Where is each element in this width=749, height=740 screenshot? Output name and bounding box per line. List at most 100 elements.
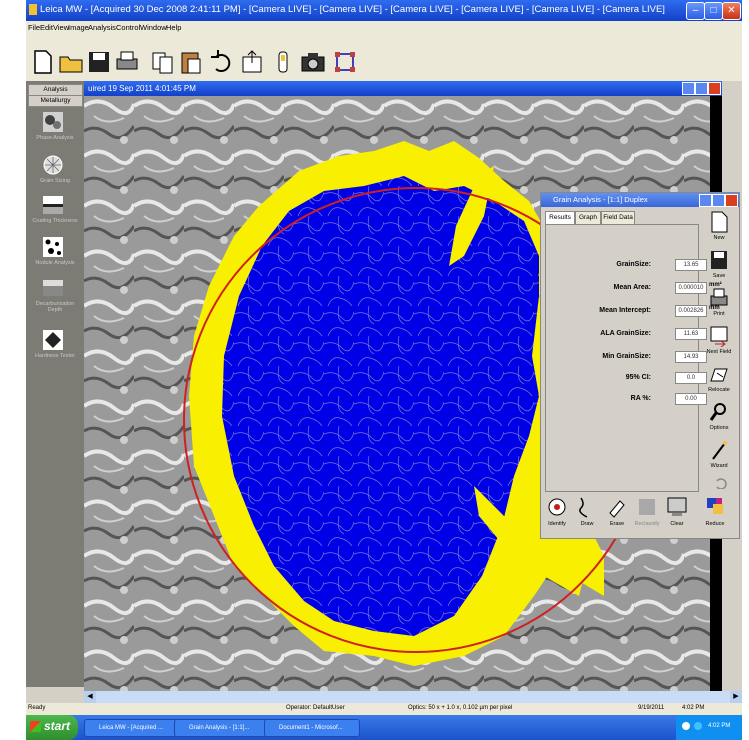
sidebar-item-decarburisation[interactable]: Decarburisation Depth: [35, 301, 75, 313]
menu-edit[interactable]: Edit: [40, 23, 53, 32]
taskbar-item-grain-analysis[interactable]: Grain Analysis - [1:1]...: [174, 719, 270, 737]
sidebar: Analysis Metallurgy Phase Analysis Grain…: [26, 81, 84, 687]
grain-panel-close-button[interactable]: [725, 194, 738, 207]
clear-button[interactable]: Clear: [663, 495, 691, 533]
image-close-button[interactable]: [708, 82, 721, 95]
paste-icon[interactable]: [178, 49, 204, 75]
new-button-label: New: [713, 235, 725, 241]
menu-bar: File Edit View Image Analysis Control Wi…: [26, 21, 742, 35]
status-operator: Operator: DefaultUser: [286, 705, 345, 711]
open-icon[interactable]: [58, 49, 84, 75]
status-time: 4:02 PM: [682, 705, 705, 711]
erase-button[interactable]: Erase: [603, 495, 631, 533]
phase-analysis-icon[interactable]: [42, 111, 64, 133]
ra-value: 0.00: [675, 393, 707, 405]
image-window-title-bar[interactable]: uired 19 Sep 2011 4:01:45 PM: [84, 81, 722, 96]
options-button[interactable]: Options: [703, 401, 735, 437]
reduce-button[interactable]: Reduce: [701, 495, 729, 533]
save-icon[interactable]: [86, 49, 112, 75]
identify-button-label: Identify: [548, 521, 566, 527]
menu-image[interactable]: Image: [68, 23, 89, 32]
sidebar-item-hardness-tester[interactable]: Hardness Tester: [35, 353, 75, 359]
status-bar: Ready Operator: DefaultUser Optics: 50 x…: [26, 703, 742, 715]
export-icon[interactable]: [240, 49, 266, 75]
close-button[interactable]: ✕: [722, 2, 741, 20]
minimize-button[interactable]: –: [686, 2, 705, 20]
image-window-title: uired 19 Sep 2011 4:01:45 PM: [88, 84, 196, 93]
horizontal-scrollbar[interactable]: ◀ ▶: [84, 691, 742, 703]
undo-icon[interactable]: [713, 477, 727, 489]
nodule-analysis-icon[interactable]: [42, 236, 64, 258]
network-icon[interactable]: [682, 722, 690, 730]
relocate-button-label: Relocate: [708, 387, 730, 393]
sidebar-item-phase-analysis[interactable]: Phase Analysis: [36, 135, 74, 141]
status-optics: Optics: 50 x + 1.0 x, 0.102 µm per pixel: [408, 705, 513, 711]
sidebar-item-coating-thickness[interactable]: Coating Thickness: [32, 218, 78, 224]
taskbar-item-document[interactable]: Document1 - Microsof...: [264, 719, 360, 737]
results-area: [545, 224, 699, 492]
scroll-right-arrow[interactable]: ▶: [730, 691, 742, 703]
menu-help[interactable]: Help: [166, 23, 182, 32]
menu-control[interactable]: Control: [116, 23, 141, 32]
scroll-left-arrow[interactable]: ◀: [84, 691, 96, 703]
windows-logo-icon: [30, 721, 41, 732]
status-ready: Ready: [28, 705, 46, 711]
draw-button[interactable]: Draw: [573, 495, 601, 533]
new-icon[interactable]: [30, 49, 56, 75]
hardness-tester-icon[interactable]: [42, 329, 64, 351]
menu-window[interactable]: Window: [140, 23, 167, 32]
start-button[interactable]: start: [26, 715, 78, 740]
relocate-button[interactable]: Relocate: [703, 363, 735, 399]
decarburisation-icon[interactable]: [42, 277, 64, 299]
grain-sizing-icon[interactable]: [42, 154, 64, 176]
mean-intercept-value: 0.002826: [675, 305, 707, 317]
mean-intercept-label: Mean Intercept:: [599, 307, 651, 314]
undo-icon[interactable]: [208, 49, 234, 75]
print-button[interactable]: Print: [703, 287, 735, 323]
sidebar-item-grain-sizing[interactable]: Grain Sizing: [40, 178, 70, 184]
save-icon: [711, 251, 727, 269]
grain-panel-title-bar[interactable]: Grain Analysis - [1:1] Duplex: [541, 193, 739, 207]
coating-thickness-icon[interactable]: [42, 194, 64, 216]
tab-graph[interactable]: Graph: [575, 211, 601, 225]
image-maximize-button[interactable]: [695, 82, 708, 95]
draw-icon: [579, 497, 588, 518]
menu-analysis[interactable]: Analysis: [88, 23, 116, 32]
sidebar-item-nodule-analysis[interactable]: Nodule Analysis: [35, 260, 75, 266]
grain-panel-minimize-button[interactable]: [699, 194, 712, 207]
region-icon[interactable]: [332, 49, 358, 75]
reclassify-icon: [639, 499, 655, 515]
tab-metallurgy[interactable]: Metallurgy: [28, 95, 83, 107]
options-icon: [709, 403, 726, 421]
grain-panel-maximize-button[interactable]: [712, 194, 725, 207]
taskbar-item-leica[interactable]: Leica MW - [Acquired ...: [84, 719, 180, 737]
print-icon[interactable]: [114, 49, 140, 75]
next-field-button-label: Next Field: [706, 349, 732, 355]
menu-view[interactable]: View: [53, 23, 70, 32]
image-window: uired 19 Sep 2011 4:01:45 PM: [84, 81, 722, 691]
tab-field-data[interactable]: Field Data: [601, 211, 635, 225]
mean-area-value: 0.000010: [675, 282, 707, 294]
main-title-bar[interactable]: Leica MW - [Acquired 30 Dec 2008 2:41:11…: [26, 0, 742, 21]
next-field-button[interactable]: Next Field: [703, 325, 735, 361]
new-button[interactable]: New: [703, 211, 735, 247]
image-minimize-button[interactable]: [682, 82, 695, 95]
tab-results[interactable]: Results: [545, 211, 575, 225]
min-grainsize-label: Min GrainSize:: [602, 353, 651, 360]
copy-icon[interactable]: [150, 49, 176, 75]
clear-button-label: Clear: [670, 521, 684, 527]
clip-icon[interactable]: [270, 49, 296, 75]
save-button[interactable]: Save: [703, 249, 735, 285]
app-icon: [29, 4, 37, 15]
tray-clock[interactable]: 4:02 PM: [708, 723, 731, 729]
camera-icon[interactable]: [300, 49, 326, 75]
min-grainsize-value: 14.93: [675, 351, 707, 363]
maximize-button[interactable]: □: [704, 2, 723, 20]
wizard-button[interactable]: Wizard: [703, 439, 735, 475]
menu-file[interactable]: File: [28, 23, 41, 32]
reduce-icon: [707, 498, 723, 514]
identify-button[interactable]: Identify: [543, 495, 571, 533]
reclassify-button[interactable]: Reclassify: [633, 495, 661, 533]
volume-icon[interactable]: [694, 722, 702, 730]
print-icon: [710, 288, 728, 306]
